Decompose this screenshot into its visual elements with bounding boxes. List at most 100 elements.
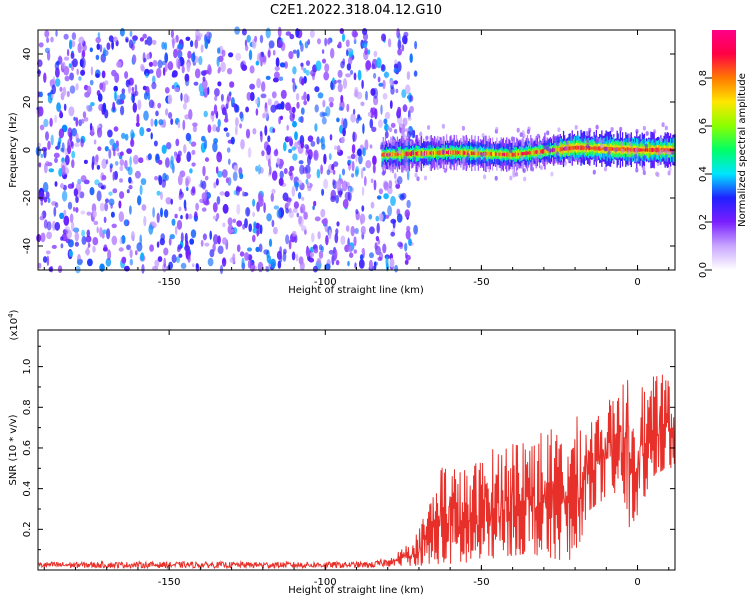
spectrogram-scatter-cell (555, 151, 560, 157)
spectrogram-noise-cell (294, 131, 298, 141)
spectrogram-noise-cell (201, 180, 207, 190)
spectrogram-y-ticks: -40 -20 0 20 40 (22, 48, 675, 254)
colorbar-tick-label: 0.2 (698, 214, 709, 230)
spectrogram-noise-cell (177, 174, 183, 186)
spectrogram-noise-cell (351, 160, 355, 172)
spectrogram-noise-cell (191, 52, 196, 63)
spectrogram-noise-cell (334, 233, 339, 244)
spectrogram-signal-cell (392, 152, 394, 157)
spectrogram-noise-cell (362, 147, 366, 157)
spectrogram-signal-cell (502, 152, 505, 156)
spectrogram-noise-cell (116, 99, 122, 105)
spectrogram-signal-cell (459, 151, 461, 155)
spectrogram-scatter-cell (509, 175, 513, 181)
spectrogram-noise-cell (397, 241, 403, 248)
spectrogram-noise-cell (207, 257, 214, 267)
spectrogram-signal-cell (535, 150, 537, 155)
spectrogram-noise-cell (96, 226, 99, 234)
spectrogram-scatter-cell (520, 144, 525, 149)
spectrogram-noise-cell (273, 205, 280, 210)
spectrogram-noise-cell (160, 191, 163, 200)
spectrogram-noise-cell (227, 217, 233, 226)
spectrogram-noise-cell (337, 83, 343, 93)
spectrogram-scatter-cell (667, 150, 672, 156)
spectrogram-signal-cell (567, 146, 569, 151)
spectrogram-noise-cell (45, 191, 50, 200)
spectrogram-noise-cell (46, 37, 50, 43)
spectrogram-signal-cell (509, 153, 511, 157)
spectrogram-noise-cell (133, 154, 139, 165)
spectrogram-signal-cell (576, 145, 578, 150)
spectrogram-noise-cell (298, 160, 304, 165)
spectrogram-noise-cell (190, 40, 194, 48)
spectrogram-noise-cell (343, 118, 348, 130)
spectrogram-noise-cell (203, 110, 208, 118)
spectrogram-noise-cell (48, 168, 55, 173)
spectrogram-noise-cell (105, 257, 112, 267)
spectrogram-signal-cell (579, 145, 581, 150)
spectrogram-noise-cell (63, 215, 70, 226)
spectrogram-noise-cell (56, 60, 60, 66)
spectrogram-noise-cell (89, 79, 94, 86)
spectrogram-noise-cell (148, 224, 154, 235)
spectrogram-scatter-cell (556, 141, 560, 147)
spectrogram-scatter-cell (634, 150, 638, 156)
spectrogram-noise-cell (329, 101, 334, 108)
spectrogram-signal-cell (394, 152, 396, 156)
spectrogram-noise-cell (397, 176, 403, 185)
spectrogram-noise-cell (378, 213, 384, 222)
spectrogram-noise-cell (320, 138, 324, 144)
spectrogram-noise-cell (156, 67, 162, 79)
spectrogram-noise-cell (215, 178, 219, 186)
spectrogram-signal-cell (593, 146, 595, 151)
spectrogram-scatter-cell (495, 126, 499, 132)
spectrogram-noise-cell (194, 39, 199, 49)
spectrogram-scatter-cell (404, 159, 408, 165)
spectrogram-scatter-cell (443, 159, 447, 165)
spectrogram-signal-cell (527, 151, 530, 155)
spectrogram-noise-cell (259, 224, 263, 235)
spectrogram-noise-cell (296, 101, 300, 109)
spectrogram-cells (35, 26, 676, 275)
spectrogram-noise-cell (284, 61, 288, 69)
spectrogram-noise-cell (184, 244, 191, 252)
spectrogram-signal-cell (381, 153, 383, 157)
spectrogram-noise-cell (285, 31, 292, 36)
spectrogram-signal-cell (460, 150, 462, 156)
colorbar-label: Normalized spectral amplitude (737, 73, 748, 227)
spectrogram-noise-cell (239, 173, 244, 180)
spectrogram-signal-cell (495, 152, 497, 157)
spectrogram-noise-cell (77, 42, 82, 54)
spectrogram-noise-cell (267, 98, 272, 106)
spectrogram-noise-cell (307, 135, 314, 142)
spectrogram-noise-cell (337, 79, 342, 84)
spectrogram-scatter-cell (483, 157, 487, 163)
spectrogram-noise-cell (383, 181, 389, 191)
x-tick-label: 0 (634, 277, 640, 288)
spectrogram-noise-cell (336, 145, 341, 153)
spectrogram-signal-cell (464, 151, 466, 155)
spectrogram-noise-cell (76, 259, 83, 266)
spectrogram-signal-cell (402, 152, 404, 156)
spectrogram-signal-cell (639, 148, 641, 152)
spectrogram-noise-cell (300, 203, 306, 214)
spectrogram-noise-cell (61, 190, 68, 202)
spectrogram-noise-cell (369, 226, 375, 235)
spectrogram-noise-cell (178, 194, 183, 201)
spectrogram-noise-cell (249, 261, 255, 273)
snr-y-multiplier-exp: 4 (7, 313, 15, 318)
spectrogram-noise-cell (92, 210, 97, 218)
spectrogram-noise-cell (171, 254, 177, 263)
spectrogram-noise-cell (310, 69, 316, 77)
spectrogram-noise-cell (42, 181, 49, 193)
spectrogram-signal-cell (620, 147, 623, 152)
spectrogram-noise-cell (268, 238, 273, 247)
spectrogram-noise-cell (241, 257, 245, 269)
spectrogram-noise-cell (277, 26, 282, 38)
spectrogram-scatter-cell (415, 138, 419, 144)
spectrogram-noise-cell (203, 200, 210, 206)
spectrogram-noise-cell (248, 223, 252, 232)
spectrogram-noise-cell (299, 164, 305, 175)
spectrogram-scatter-cell (592, 169, 596, 175)
spectrogram-noise-cell (132, 38, 136, 45)
